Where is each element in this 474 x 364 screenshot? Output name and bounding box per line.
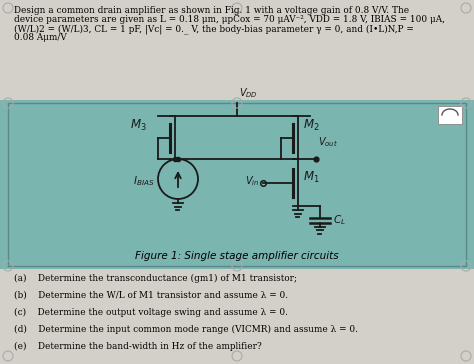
Text: (b)    Determine the W/L of M1 transistor and assume λ = 0.: (b) Determine the W/L of M1 transistor a… — [14, 291, 288, 300]
Text: $V_{DD}$: $V_{DD}$ — [239, 86, 258, 100]
Text: $M_1$: $M_1$ — [303, 170, 319, 185]
Text: 0.08 Aμm/V: 0.08 Aμm/V — [14, 33, 67, 42]
Bar — [8, 103, 466, 266]
Text: $V_{out}$: $V_{out}$ — [318, 135, 338, 149]
Text: (c)    Determine the output voltage swing and assume λ = 0.: (c) Determine the output voltage swing a… — [14, 308, 288, 317]
Text: (W/L)2 = (W/L)3, CL = 1 pF, |Vc| = 0._ V, the body-bias parameter γ = 0, and (I•: (W/L)2 = (W/L)3, CL = 1 pF, |Vc| = 0._ V… — [14, 24, 414, 34]
Text: $V_{in}$: $V_{in}$ — [245, 175, 259, 189]
Text: $I_{BIAS}$: $I_{BIAS}$ — [134, 174, 155, 188]
Text: Design a common drain amplifier as shown in Fig. 1 with a voltage gain of 0.8 V/: Design a common drain amplifier as shown… — [14, 6, 409, 15]
Bar — [0, 100, 474, 269]
Text: $M_2$: $M_2$ — [303, 118, 319, 133]
Text: (d)    Determine the input common mode range (VICMR) and assume λ = 0.: (d) Determine the input common mode rang… — [14, 325, 358, 334]
Text: (e)    Determine the band-width in Hz of the amplifier?: (e) Determine the band-width in Hz of th… — [14, 342, 262, 351]
Bar — [0, 0, 474, 100]
Text: (a)    Determine the transconductance (gm1) of M1 transistor;: (a) Determine the transconductance (gm1)… — [14, 274, 297, 283]
Bar — [0, 269, 474, 364]
Text: device parameters are given as L = 0.18 μm, μpCox = 70 μAV⁻², VDD = 1.8 V, IBIAS: device parameters are given as L = 0.18 … — [14, 15, 445, 24]
Text: $C_L$: $C_L$ — [333, 213, 346, 227]
Text: Figure 1: Single stage amplifier circuits: Figure 1: Single stage amplifier circuit… — [135, 251, 339, 261]
Bar — [438, 106, 462, 124]
Text: $M_3$: $M_3$ — [130, 118, 146, 133]
